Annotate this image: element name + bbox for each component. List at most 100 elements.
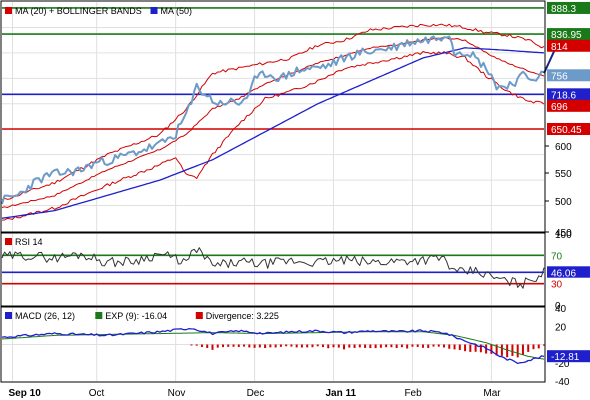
divergence-bar-174 <box>458 344 461 351</box>
divergence-bar-126 <box>332 344 335 348</box>
divergence-bar-192 <box>506 344 509 358</box>
price-level-label-0-bg <box>547 1 590 14</box>
divergence-bar-148 <box>390 344 393 348</box>
ma20-line <box>1 36 545 208</box>
price-panel: MA (20) + BOLLINGER BANDS MA (50) 450 500 5… <box>0 0 590 239</box>
macd-series-group <box>1 328 545 365</box>
divergence-bar-164 <box>432 344 435 347</box>
rsi-level-label-0-text: 70 <box>551 251 563 262</box>
rsi-level-label-1-bg <box>547 266 590 279</box>
divergence-bar-76 <box>200 344 203 347</box>
divergence-bar-178 <box>469 344 472 352</box>
divergence-bar-140 <box>369 344 372 349</box>
divergence-bar-102 <box>269 344 272 348</box>
price-legend: MA (20) + BOLLINGER BANDS MA (50) <box>5 6 192 16</box>
divergence-bar-114 <box>300 344 303 348</box>
rsi-gridlines <box>12 234 492 305</box>
divergence-bar-162 <box>427 344 430 349</box>
rsi-level-label-1-text: 46.06 <box>551 268 576 279</box>
divergence-bar-130 <box>343 344 346 350</box>
divergence-bar-72 <box>190 344 193 346</box>
macd-level-labels: -12.81 <box>547 350 590 363</box>
macd-divergence-bars <box>190 344 545 358</box>
divergence-bar-152 <box>400 344 403 348</box>
price-level-label-6-text: 650.45 <box>551 125 582 136</box>
price-legend-swatch-0 <box>5 7 12 14</box>
price-y-ticks: 450 500 550 600 <box>545 142 572 239</box>
rsi-legend-label: RSI 14 <box>15 237 43 247</box>
bollinger-upper-line <box>1 23 545 201</box>
macd-ytick-label-0: 40 <box>555 304 567 315</box>
price-level-label-3: 756 <box>547 69 590 82</box>
macd-level-label-0: -12.81 <box>547 350 590 363</box>
divergence-bar-112 <box>295 344 298 348</box>
divergence-bar-168 <box>443 344 446 348</box>
divergence-bar-200 <box>527 344 530 352</box>
divergence-bar-188 <box>495 344 498 356</box>
divergence-bar-122 <box>321 344 324 348</box>
divergence-bar-84 <box>222 344 225 348</box>
divergence-bar-132 <box>348 344 351 348</box>
divergence-bar-106 <box>279 344 282 347</box>
divergence-bar-202 <box>532 344 535 350</box>
rsi-level-label-1: 46.06 <box>547 266 590 279</box>
divergence-bar-136 <box>358 344 361 348</box>
divergence-bar-206 <box>543 344 545 346</box>
divergence-bar-180 <box>474 344 477 352</box>
macd-panel-frame <box>0 306 546 383</box>
rsi-level-label-2: 30 <box>547 277 590 291</box>
divergence-bar-196 <box>516 344 519 358</box>
divergence-bar-100 <box>264 344 267 349</box>
x-axis-label-6: Mar <box>483 388 501 399</box>
rsi-line <box>1 247 545 289</box>
price-legend-label-0: MA (20) + BOLLINGER BANDS <box>15 6 142 16</box>
divergence-bar-96 <box>253 344 256 348</box>
price-ytick-label-0: 450 <box>555 228 572 239</box>
divergence-bar-190 <box>500 344 503 356</box>
divergence-bar-92 <box>243 344 246 347</box>
price-level-label-2: 814 <box>547 39 590 53</box>
divergence-bar-204 <box>537 344 540 349</box>
divergence-bar-82 <box>216 344 219 348</box>
price-level-label-3-text: 756 <box>551 71 568 82</box>
price-level-label-4-bg <box>547 88 590 101</box>
rsi-horizontal-levels <box>2 254 544 285</box>
divergence-bar-156 <box>411 344 414 347</box>
macd-legend-label-0: MACD (26, 12) <box>15 311 75 321</box>
divergence-bar-138 <box>364 344 367 348</box>
price-panel-frame <box>0 0 546 233</box>
macd-ytick-label-1: 20 <box>555 322 567 333</box>
divergence-bar-110 <box>290 344 293 347</box>
divergence-bar-120 <box>316 344 319 347</box>
macd-legend-swatch-2 <box>195 312 203 319</box>
macd-ytick-label-3: -40 <box>555 377 570 388</box>
price-ytick-label-2: 550 <box>555 169 572 180</box>
divergence-bar-116 <box>306 344 309 348</box>
macd-legend-swatch-1 <box>95 312 103 319</box>
price-level-label-1: 836.95 <box>547 28 590 41</box>
divergence-bar-150 <box>395 344 398 349</box>
divergence-bar-142 <box>374 344 377 349</box>
macd-panel: MACD (26, 12) EXP (9): -16.04 Divergence: … <box>0 304 590 388</box>
rsi-level-label-2-text: 30 <box>551 280 563 291</box>
divergence-bar-128 <box>337 344 340 348</box>
x-axis-label-5: Feb <box>404 388 422 399</box>
price-ytick-label-1: 500 <box>555 197 572 208</box>
divergence-bar-78 <box>206 344 209 348</box>
price-level-label-5-text: 696 <box>551 102 568 113</box>
divergence-bar-198 <box>521 344 524 356</box>
macd-line <box>1 328 545 365</box>
divergence-bar-118 <box>311 344 314 348</box>
divergence-bar-154 <box>406 344 409 349</box>
price-horizontal-levels <box>2 7 544 130</box>
macd-y-ticks: 40 20 -20 -40 <box>555 304 570 388</box>
price-legend-swatch-1 <box>150 7 158 14</box>
divergence-bar-158 <box>416 344 419 347</box>
macd-ytick-label-2: -20 <box>555 359 570 370</box>
divergence-bar-94 <box>248 344 251 348</box>
divergence-bar-170 <box>448 344 451 349</box>
rsi-level-label-0: 70 <box>547 249 590 262</box>
rsi-ytick-label-0: 100 <box>555 230 572 241</box>
